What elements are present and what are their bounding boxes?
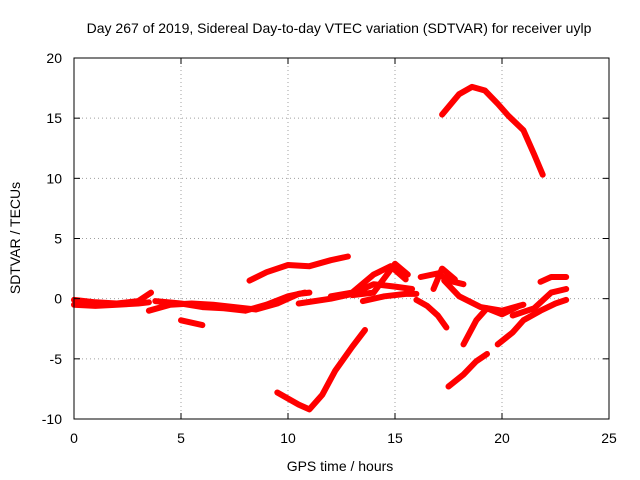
x-tick-label: 5 (177, 430, 185, 446)
y-tick-label: 10 (46, 170, 62, 186)
y-tick-label: 15 (46, 110, 62, 126)
y-axis-label: SDTVAR / TECUs (7, 182, 23, 294)
series-arc-8 (295, 281, 416, 307)
series-arc-2 (71, 289, 154, 307)
grid (74, 58, 609, 419)
y-tick-label: -10 (42, 411, 62, 427)
series-arc-6 (246, 253, 351, 284)
series-arc-17 (445, 351, 490, 390)
series-arc-19 (494, 296, 570, 348)
x-tick-label: 15 (387, 430, 403, 446)
series-arc-21 (537, 274, 570, 285)
series-arc-13 (430, 265, 458, 292)
x-tick-label: 0 (70, 430, 78, 446)
x-tick-label: 10 (280, 430, 296, 446)
series-arc-4 (152, 289, 309, 314)
x-tick-label: 25 (601, 430, 617, 446)
chart-title: Day 267 of 2019, Sidereal Day-to-day VTE… (87, 20, 592, 36)
x-axis-label: GPS time / hours (287, 458, 394, 474)
x-tick-label: 20 (494, 430, 510, 446)
axis-ticks: 0 5 10 15 20 25 -10 -5 0 5 10 15 20 (42, 50, 617, 446)
series-arc-20 (509, 286, 570, 319)
series-arc-9 (327, 263, 409, 300)
y-tick-label: 20 (46, 50, 62, 66)
series-arc-5 (178, 317, 206, 329)
series-arc-7 (274, 327, 368, 413)
series-arc-18 (460, 302, 523, 348)
series-arc-12 (417, 270, 467, 288)
series-arc-10 (349, 260, 411, 299)
series-arc-11 (359, 290, 420, 305)
y-tick-label: -5 (50, 351, 63, 367)
plot-series (71, 83, 570, 413)
y-tick-label: 0 (54, 291, 62, 307)
y-tick-label: 5 (54, 231, 62, 247)
series-arc-16 (439, 83, 546, 178)
series-arc-14 (413, 296, 450, 331)
